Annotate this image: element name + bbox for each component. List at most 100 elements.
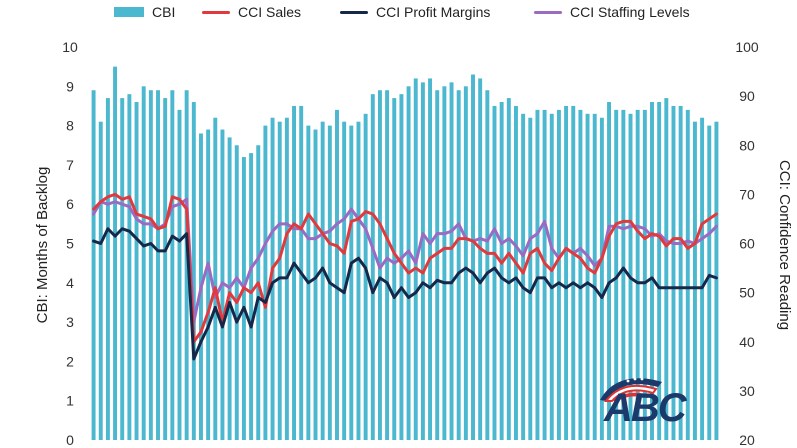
left-axis: 0 1 2 3 4 5 6 7 8 9 10 [62, 39, 78, 448]
cbi-bar [134, 102, 139, 441]
cbi-bar [385, 90, 390, 440]
cbi-bar [664, 98, 669, 440]
cbi-bar [206, 129, 211, 440]
cbi-bar [349, 125, 354, 440]
cci-profit-line [92, 227, 718, 361]
left-tick-label: 5 [66, 236, 74, 252]
cbi-bar [399, 94, 404, 440]
cbi-bar [270, 117, 275, 441]
abc-logo: ABC [596, 372, 696, 430]
legend-item-cbi: CBI [114, 4, 175, 20]
cbi-bar [292, 105, 297, 440]
cbi-bar [556, 109, 561, 440]
cbi-bar [607, 102, 612, 441]
cbi-bar [585, 113, 590, 440]
right-tick-label: 20 [739, 432, 755, 448]
cbi-bar [105, 98, 110, 440]
cbi-bar [578, 109, 583, 440]
left-tick-label: 6 [66, 196, 74, 212]
cbi-bar [542, 109, 547, 440]
cbi-bar [163, 98, 168, 440]
legend-label-cbi: CBI [152, 4, 176, 20]
legend-item-cci-sales: CCI Sales [202, 4, 301, 20]
right-tick-label: 50 [739, 285, 755, 301]
cbi-bar [156, 90, 160, 440]
cbi-bar [241, 157, 246, 441]
cbi-bar [191, 102, 196, 441]
cbi-bar [213, 117, 218, 441]
cbi-bar [456, 90, 461, 440]
right-tick-label: 100 [735, 39, 759, 55]
cbi-bar [98, 121, 103, 441]
cbi-bar [535, 109, 540, 440]
cbi-bar [148, 90, 153, 440]
cbi-bar [420, 82, 425, 441]
cbi-bar [406, 86, 411, 441]
cbi-bar [571, 105, 576, 440]
cbi-bar [356, 121, 361, 441]
cbi-bar [478, 78, 483, 440]
logo-text: ABC [604, 386, 687, 430]
flag-swoosh-icon [600, 377, 662, 402]
right-tick-label: 70 [739, 186, 755, 202]
cbi-bar [635, 109, 640, 440]
cci-staffing-line [92, 197, 718, 324]
cbi-bar [91, 90, 96, 440]
legend-swatch-cbi [114, 7, 144, 17]
cbi-bar [234, 145, 239, 440]
left-tick-label: 1 [66, 393, 74, 409]
cbi-bar [692, 121, 697, 441]
cbi-bar [113, 66, 118, 441]
cbi-bar [313, 129, 318, 440]
legend-swatch-cci-sales [202, 10, 230, 14]
cbi-bar [363, 113, 368, 440]
cbi-bar [492, 105, 497, 440]
cbi-bar [184, 90, 189, 440]
cbi-bar [499, 102, 504, 441]
legend-label-cci-sales: CCI Sales [238, 4, 302, 20]
cbi-bar [127, 94, 132, 440]
cbi-bar [335, 109, 339, 440]
cbi-bar [549, 113, 554, 440]
cbi-bar [463, 86, 468, 441]
cbi-bar [177, 109, 182, 440]
cbi-bar [642, 109, 647, 440]
cci-sales-line [92, 192, 718, 344]
cbi-bar [435, 90, 440, 440]
cbi-bar [370, 94, 375, 440]
cbi-bar [614, 109, 619, 440]
left-tick-label: 4 [66, 275, 74, 291]
cbi-bar [449, 82, 454, 441]
cbi-bar [256, 145, 261, 440]
left-tick-label: 0 [66, 432, 74, 448]
cbi-bar [528, 117, 533, 441]
left-tick-label: 2 [66, 353, 74, 369]
cbi-bar [700, 117, 705, 441]
cbi-bar [120, 98, 125, 440]
chart-legend: CBI CCI Sales CCI Profit Margins CCI Sta… [0, 4, 797, 26]
cbi-bar [564, 105, 569, 440]
right-axis: 20 30 40 50 60 70 80 90 100 [735, 39, 759, 448]
left-tick-label: 9 [66, 78, 74, 94]
right-tick-label: 80 [739, 137, 755, 153]
cbi-bar [521, 113, 526, 440]
legend-label-cci-profit: CCI Profit Margins [376, 4, 491, 20]
cbi-bar [685, 109, 690, 440]
cbi-bar [471, 74, 475, 440]
cbi-bar [514, 105, 518, 440]
legend-swatch-cci-profit [340, 10, 368, 14]
cbi-bar [592, 113, 597, 440]
right-axis-label: CCI: Confidence Reading [776, 160, 793, 330]
cbi-bar [650, 102, 654, 441]
cbi-bar [249, 153, 254, 441]
cbi-bar [485, 90, 490, 440]
cbi-bar [392, 98, 397, 440]
cbi-bar [714, 121, 719, 441]
left-tick-label: 7 [66, 157, 74, 173]
cbi-bar [599, 117, 604, 441]
legend-item-cci-profit: CCI Profit Margins [340, 4, 490, 20]
cbi-bar [506, 98, 511, 440]
cbi-bar [707, 125, 712, 440]
right-tick-label: 30 [739, 383, 755, 399]
